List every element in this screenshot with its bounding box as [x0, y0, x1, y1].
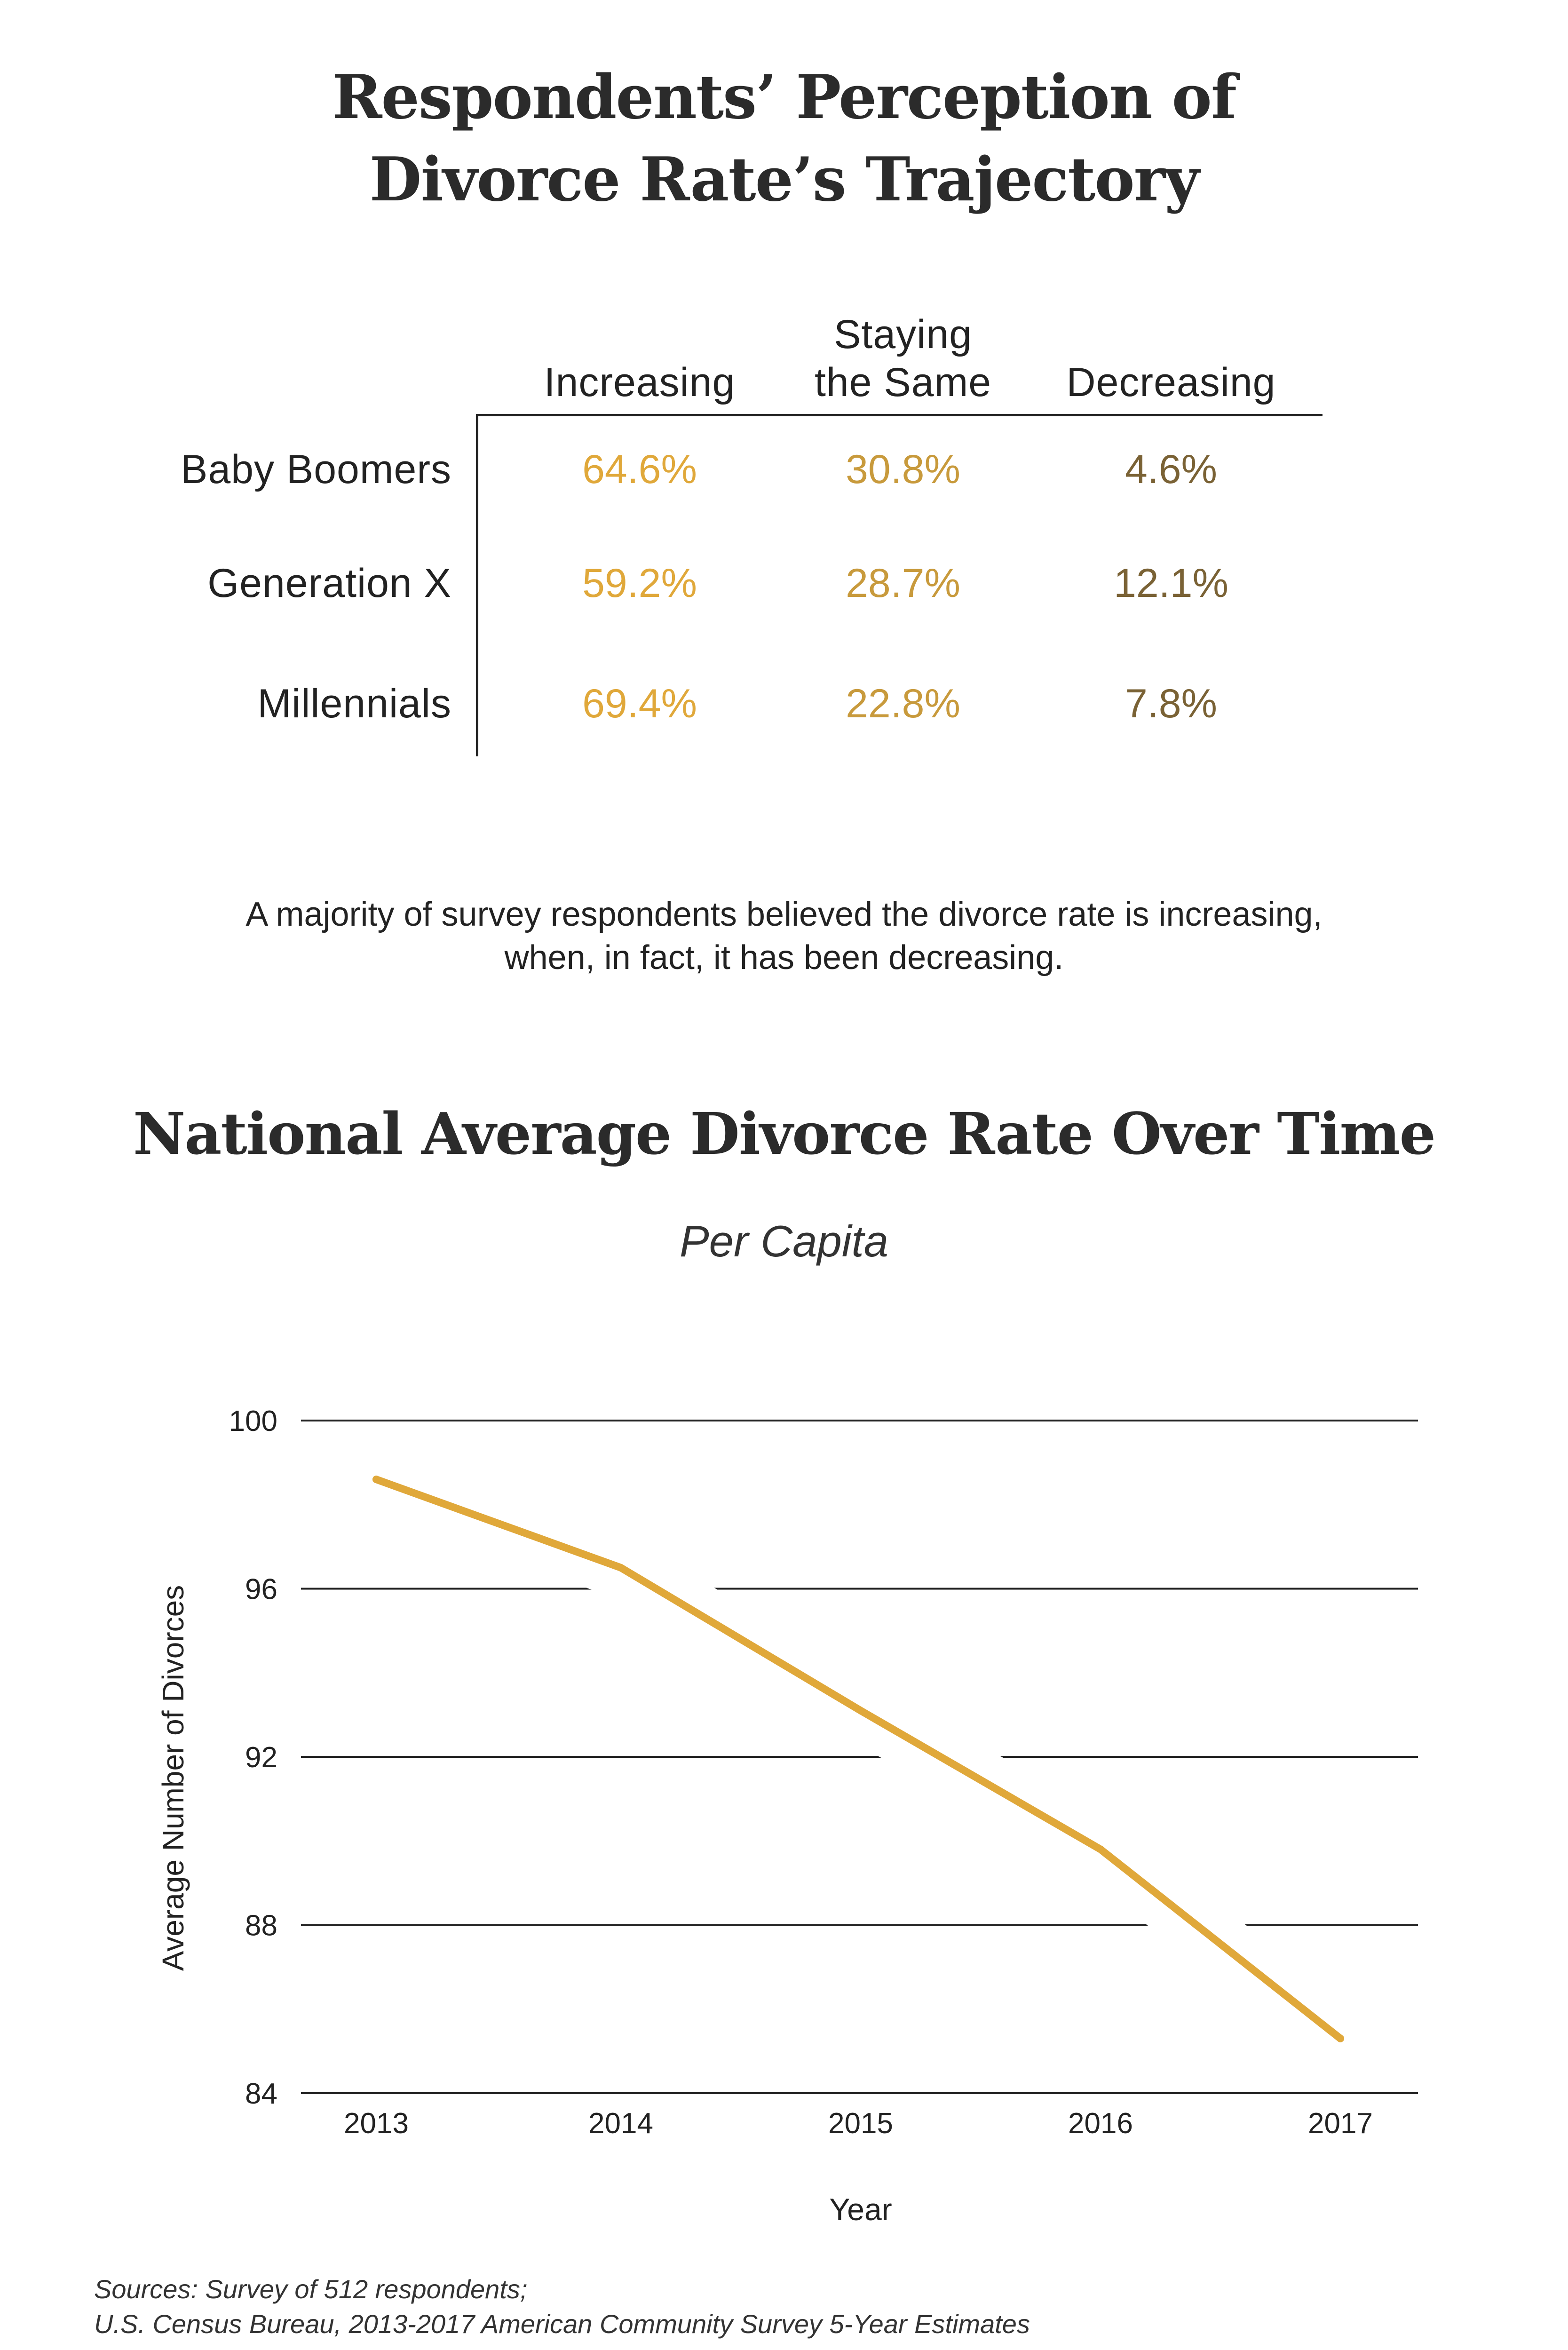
col-header-line2: Decreasing [1066, 360, 1276, 405]
cell-boomers-decreasing: 4.6% [1125, 447, 1218, 492]
cell-millennials-increasing: 69.4% [582, 681, 697, 726]
table-row-rule [476, 414, 478, 756]
chart-title: National Average Divorce Rate Over Time [133, 1100, 1436, 1167]
y-tick-label: 88 [245, 1910, 277, 1942]
sources: Sources: Survey of 512 respondents; U.S.… [94, 2272, 1030, 2342]
y-tick-label: 84 [245, 2078, 277, 2110]
cell-boomers-same: 30.8% [846, 447, 960, 492]
col-header-increasing: Increasing [499, 310, 781, 406]
data-point-2016 [1097, 1845, 1104, 1853]
x-tick-label: 2016 [1068, 2107, 1133, 2140]
chart-subtitle: Per Capita [679, 1216, 889, 1266]
cell-genx-same: 28.7% [846, 561, 960, 606]
row-label-generation-x: Generation X [207, 561, 451, 606]
data-point-2015 [857, 1707, 864, 1715]
summary-note-line2: when, in fact, it has been decreasing. [504, 939, 1064, 977]
x-tick-labels: 2013 2014 2015 2016 2017 [344, 2107, 1373, 2140]
table-header-rule [476, 414, 1323, 416]
data-point-2017 [1337, 2034, 1344, 2042]
cell-genx-increasing: 59.2% [582, 561, 697, 606]
summary-note: A majority of survey respondents believe… [0, 893, 1568, 979]
col-header-line2: the Same [814, 360, 992, 405]
x-tick-label: 2015 [828, 2107, 893, 2140]
table-title-line1: Respondents’ Perception of [332, 62, 1237, 133]
cell-boomers-increasing: 64.6% [582, 447, 697, 492]
series-line-layer [365, 1450, 1360, 2063]
x-tick-label: 2014 [588, 2107, 653, 2140]
cell-genx-decreasing: 12.1% [1114, 561, 1228, 606]
table-title-line2: Divorce Rate’s Trajectory [369, 144, 1199, 215]
col-header-decreasing: Decreasing [1030, 310, 1312, 406]
y-tick-label: 96 [245, 1573, 277, 1606]
summary-note-line1: A majority of survey respondents believe… [245, 896, 1323, 933]
sources-line1: Sources: Survey of 512 respondents; [94, 2274, 528, 2304]
cell-millennials-decreasing: 7.8% [1125, 681, 1218, 726]
data-point-2014 [617, 1564, 625, 1572]
col-header-line1: Staying [834, 312, 972, 357]
series-line-halo [365, 1450, 1360, 2063]
cell-millennials-same: 22.8% [846, 681, 960, 726]
row-label-millennials: Millennials [257, 681, 451, 726]
y-tick-labels: 84 88 92 96 100 [229, 1405, 277, 2110]
x-tick-label: 2017 [1308, 2107, 1373, 2140]
row-label-baby-boomers: Baby Boomers [180, 447, 451, 492]
col-header-line2: Increasing [544, 360, 736, 405]
y-axis-label: Average Number of Divorces [156, 1585, 190, 1971]
x-tick-label: 2013 [344, 2107, 409, 2140]
col-header-same: Staying the Same [762, 310, 1044, 406]
table-title: Respondents’ Perception of Divorce Rate’… [0, 56, 1568, 221]
y-tick-label: 100 [229, 1405, 277, 1437]
x-axis-label: Year [829, 2192, 892, 2227]
data-point-2013 [372, 1476, 380, 1484]
y-tick-label: 92 [245, 1741, 277, 1774]
sources-line2: U.S. Census Bureau, 2013-2017 American C… [94, 2309, 1030, 2339]
